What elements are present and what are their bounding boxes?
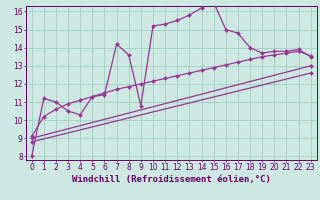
- X-axis label: Windchill (Refroidissement éolien,°C): Windchill (Refroidissement éolien,°C): [72, 175, 271, 184]
